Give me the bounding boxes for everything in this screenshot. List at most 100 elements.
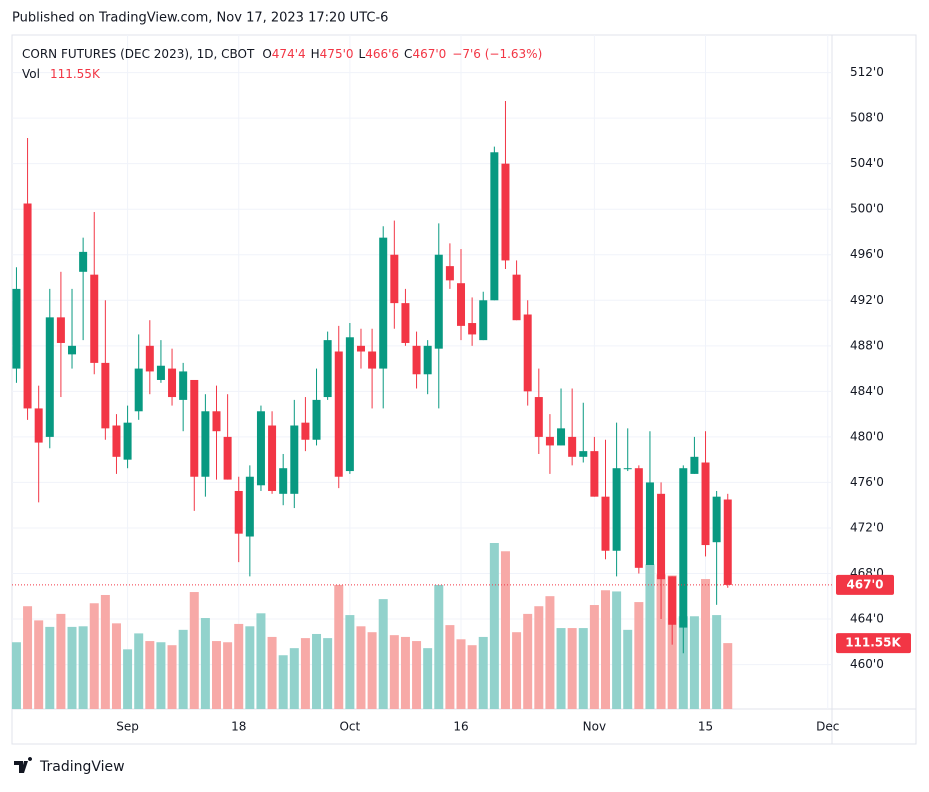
volume-bar <box>312 633 322 709</box>
volume-bar <box>234 623 244 709</box>
x-tick-label: Sep <box>116 720 139 734</box>
candle-body <box>12 288 21 369</box>
volume-bar <box>378 599 388 709</box>
volume-bar <box>212 641 221 709</box>
volume-bar <box>345 615 355 709</box>
ohlc-value: 466'6 <box>365 47 399 61</box>
candle-body <box>345 337 354 472</box>
y-tick-label: 496'0 <box>850 247 884 261</box>
volume-bar <box>512 632 522 709</box>
candle-body <box>34 408 43 443</box>
y-tick-label: 492'0 <box>850 293 884 307</box>
volume-bar <box>178 629 188 709</box>
last-price-box <box>836 574 894 595</box>
candle-body <box>290 425 299 494</box>
volume-bar <box>556 628 566 709</box>
volume-bar <box>589 605 599 709</box>
y-tick-label: 472'0 <box>850 520 884 534</box>
candle-body <box>68 345 77 355</box>
logo-mark <box>14 757 33 773</box>
legend: CORN FUTURES (DEC 2023), 1D, CBOT O474'4 H… <box>22 47 542 61</box>
volume-bar <box>223 642 233 709</box>
published-note: Published on TradingView.com, Nov 17, 20… <box>12 11 388 26</box>
candle-body <box>545 436 554 446</box>
candle-body <box>401 303 410 343</box>
brand: TradingView <box>39 759 125 775</box>
volume-bar <box>89 603 99 709</box>
candle-body <box>579 451 588 457</box>
candle-body <box>156 365 165 380</box>
candle-body <box>479 300 488 341</box>
candle-body <box>145 345 154 372</box>
y-tick-label: 480'0 <box>850 429 884 443</box>
volume-last-box <box>836 633 911 654</box>
volume-bar <box>456 639 466 709</box>
candle-body <box>701 462 710 546</box>
y-tick-label: 460'0 <box>850 657 884 671</box>
candle-body <box>323 340 332 398</box>
volume-bar <box>278 655 288 709</box>
volume-bar <box>323 638 333 709</box>
change: −7'6 (−1.63%) <box>452 47 542 61</box>
last-price-label: 467'0 <box>846 577 883 591</box>
volume-bar <box>145 641 155 709</box>
symbol: CORN FUTURES (DEC 2023), 1D, CBOT <box>22 47 255 61</box>
candle-body <box>723 499 732 585</box>
volume-bar <box>678 616 688 709</box>
volume-pane <box>11 543 733 709</box>
candle-body <box>201 411 210 477</box>
axes: 460'0464'0468'0472'0476'0480'0484'0488'0… <box>12 65 911 734</box>
volume-last-label: 111.55K <box>845 636 901 650</box>
candle-body <box>568 436 577 457</box>
volume-bar <box>634 602 644 709</box>
volume-bar <box>534 606 544 709</box>
candle-body <box>668 576 677 625</box>
candle-body <box>234 490 243 534</box>
y-tick-label: 504'0 <box>850 156 884 170</box>
candle-body <box>368 351 377 369</box>
candle-body <box>690 456 699 474</box>
candles <box>12 101 732 654</box>
volume-bar <box>478 636 488 709</box>
volume-bar <box>156 642 166 709</box>
volume-bar <box>600 590 610 709</box>
volume-bar <box>100 594 110 709</box>
candle-body <box>523 314 532 392</box>
x-tick-label: 15 <box>698 720 713 734</box>
candle-body <box>190 379 199 477</box>
volume-bar <box>612 591 622 709</box>
candle-body <box>134 368 143 412</box>
x-tick-label: Oct <box>339 720 360 734</box>
y-tick-label: 488'0 <box>850 338 884 352</box>
volume-bar <box>723 643 733 709</box>
candle-body <box>56 317 65 343</box>
y-tick-label: 464'0 <box>850 612 884 626</box>
volume-bar <box>200 618 210 709</box>
volume-bar <box>67 626 77 709</box>
y-tick-label: 476'0 <box>850 475 884 489</box>
candle-body <box>90 274 99 363</box>
candle-body <box>657 493 666 580</box>
frame <box>11 34 917 745</box>
candle-body <box>268 425 277 491</box>
volume-bar <box>56 613 66 709</box>
candle-body <box>312 399 321 440</box>
candle-body <box>112 425 121 457</box>
volume-bar <box>300 638 310 709</box>
ohlc-key: H <box>311 47 320 61</box>
candle-body <box>256 411 265 486</box>
candle-body <box>490 152 499 301</box>
y-tick-label: 508'0 <box>850 111 884 125</box>
x-tick-label: Dec <box>816 720 839 734</box>
volume-bar <box>11 642 21 709</box>
volume-bar <box>356 626 366 709</box>
x-tick-label: 16 <box>453 720 468 734</box>
volume-bar <box>23 606 33 709</box>
candle-body <box>634 468 643 568</box>
candle-body <box>23 203 32 409</box>
volume-bar <box>523 613 533 709</box>
volume-bar <box>645 564 655 709</box>
candle-body <box>123 422 132 460</box>
